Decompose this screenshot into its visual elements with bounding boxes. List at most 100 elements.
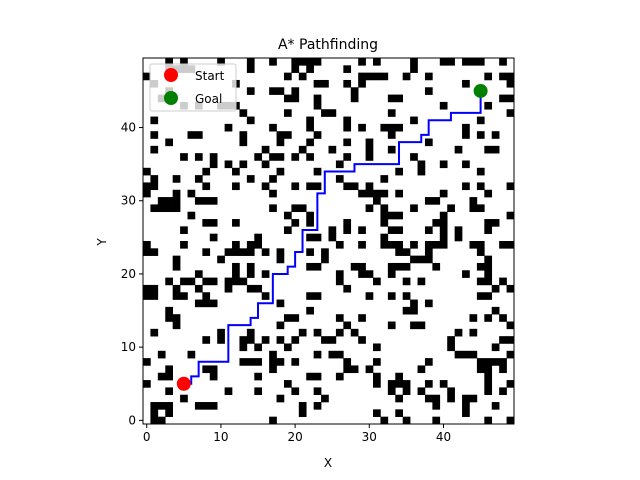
obstacle-cell [165, 306, 173, 315]
obstacle-cell [306, 306, 314, 315]
obstacle-cell [380, 204, 389, 213]
legend-goal-marker [164, 91, 178, 105]
obstacle-cell [150, 175, 159, 183]
obstacle-cell [150, 145, 159, 154]
obstacle-cell [424, 197, 433, 205]
obstacle-cell [380, 416, 389, 425]
obstacle-cell [491, 306, 500, 315]
obstacle-cell [417, 321, 426, 330]
obstacle-cell [387, 270, 396, 278]
obstacle-cell [476, 58, 485, 66]
obstacle-cell [432, 262, 441, 271]
obstacle-cell [224, 387, 233, 396]
astar-path-line [183, 90, 482, 385]
obstacle-cell [254, 241, 263, 249]
obstacle-cell [365, 138, 374, 147]
obstacle-cell [202, 219, 211, 227]
obstacle-cell [373, 372, 381, 381]
obstacle-cell [484, 372, 493, 381]
obstacle-cell [358, 189, 366, 198]
obstacle-cell [283, 131, 292, 139]
obstacle-cell [506, 284, 515, 293]
obstacle-cell [499, 314, 507, 322]
obstacle-cell [276, 87, 285, 95]
obstacle-cell [283, 226, 292, 234]
obstacle-cell [432, 416, 441, 425]
obstacle-cell [335, 314, 344, 322]
obstacle-cell [276, 248, 285, 256]
obstacle-cell [439, 160, 448, 169]
obstacle-cell [313, 328, 322, 337]
obstacle-cell [424, 87, 433, 95]
obstacle-cell [424, 241, 433, 249]
obstacle-cell [232, 277, 240, 286]
obstacle-cell [343, 65, 352, 73]
obstacle-cell [499, 387, 507, 396]
obstacle-cell [410, 241, 418, 249]
obstacle-cell [476, 204, 485, 213]
obstacle-cell [306, 292, 314, 300]
obstacle-cell [180, 394, 188, 403]
obstacle-cell [350, 365, 359, 374]
obstacle-cell [313, 387, 322, 396]
obstacle-cell [395, 380, 403, 388]
obstacle-cell [187, 350, 196, 359]
obstacle-cell [395, 189, 403, 198]
obstacle-cell [358, 58, 366, 66]
obstacle-cell [291, 204, 300, 213]
obstacle-cell [380, 123, 389, 132]
obstacle-cell [387, 380, 396, 388]
obstacle-cell [150, 292, 159, 300]
obstacle-cell [321, 394, 329, 403]
legend: Start Goal [149, 63, 237, 112]
obstacle-cell [172, 189, 181, 198]
obstacle-cell [172, 255, 181, 264]
obstacle-cell [358, 270, 366, 278]
obstacle-cell [484, 255, 493, 264]
obstacle-cell [395, 248, 403, 256]
obstacle-cell [180, 58, 188, 66]
obstacle-cell [246, 248, 255, 256]
obstacle-cell [180, 277, 188, 286]
obstacle-cell [254, 372, 263, 381]
obstacle-cell [454, 328, 463, 337]
obstacle-cell [506, 321, 515, 330]
obstacle-cell [469, 394, 478, 403]
obstacle-cell [306, 372, 314, 381]
obstacle-cell [232, 241, 240, 249]
tick-layer: 0 10 20 30 40 0 10 20 30 40 [121, 121, 451, 444]
obstacle-cell [373, 58, 381, 66]
obstacle-cell [447, 343, 455, 352]
obstacle-cell [365, 365, 374, 374]
obstacle-cell [239, 131, 248, 139]
obstacle-cell [246, 116, 255, 125]
obstacle-cell [358, 226, 366, 234]
obstacle-cell [469, 58, 478, 66]
obstacle-cell [202, 197, 211, 205]
obstacle-cell [476, 277, 485, 286]
obstacle-cell [380, 189, 389, 198]
obstacle-cell [484, 145, 493, 154]
obstacle-cell [402, 262, 411, 271]
obstacle-cell [484, 189, 493, 198]
x-tick-label: 20 [287, 430, 302, 444]
obstacle-cell [269, 189, 277, 198]
obstacle-cell [402, 292, 411, 300]
obstacle-cell [506, 211, 515, 220]
obstacle-cell [462, 350, 470, 359]
obstacle-cell [165, 409, 173, 417]
obstacle-cell [484, 72, 493, 81]
obstacle-cell [150, 131, 159, 139]
obstacle-cell [387, 131, 396, 139]
obstacle-cell [261, 248, 270, 256]
obstacle-cell [291, 314, 300, 322]
obstacle-cell [298, 328, 307, 337]
obstacle-cell [469, 197, 478, 205]
obstacle-cell [291, 65, 300, 73]
x-axis-label: X [324, 456, 332, 470]
obstacle-cell [365, 72, 374, 81]
obstacle-cell [172, 197, 181, 205]
obstacle-cell [373, 189, 381, 198]
obstacle-cell [439, 233, 448, 242]
obstacle-cell [150, 248, 159, 256]
